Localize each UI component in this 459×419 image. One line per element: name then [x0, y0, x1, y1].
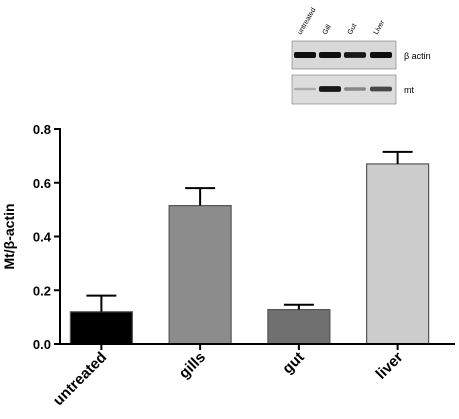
- x-tick-label-gills: gills: [176, 349, 209, 382]
- x-tick-label-liver: liver: [373, 349, 407, 383]
- x-tick-label-gut: gut: [279, 349, 308, 378]
- y-tick-label: 0.4: [33, 230, 52, 245]
- bar-liver: [366, 163, 430, 345]
- blot-band: [370, 86, 392, 92]
- western-blot-inset: untreated Gill Gut Liver β actin mt: [291, 7, 431, 105]
- y-tick-label: 0.8: [33, 122, 51, 137]
- blot-band: [294, 87, 316, 91]
- blot-band: [344, 52, 366, 58]
- blot-lane-labels: untreated Gill Gut Liver: [297, 7, 387, 36]
- bars: [69, 163, 430, 345]
- bar-gills: [168, 204, 232, 345]
- blot-band: [319, 52, 341, 58]
- blot-band: [294, 52, 316, 58]
- blot-lane-label: Gill: [322, 23, 333, 36]
- blot-lane-label: untreated: [297, 7, 318, 36]
- blot-lane-label: Liver: [373, 19, 387, 36]
- y-axis-label: Mt/β-actin: [1, 203, 17, 269]
- y-tick-label: 0.6: [33, 176, 51, 191]
- blot-row-label-beta-actin: β actin: [404, 51, 431, 61]
- y-axis-ticks: 0.0 0.2 0.4 0.6 0.8: [33, 122, 60, 352]
- x-axis-ticks: untreated gills gut liver: [50, 344, 407, 409]
- y-tick-label: 0.0: [33, 337, 51, 352]
- blot-bands: [294, 52, 392, 92]
- y-tick-label: 0.2: [33, 283, 51, 298]
- blot-band: [370, 52, 392, 58]
- blot-band: [319, 86, 341, 92]
- x-tick-label-untreated: untreated: [50, 349, 110, 409]
- bar-untreated: [69, 311, 133, 345]
- error-bars: [86, 150, 413, 312]
- bar-chart: Mt/β-actin 0.0 0.2 0.4 0.6 0.8 untreated gill…: [1, 122, 455, 409]
- blot-band: [344, 87, 366, 91]
- blot-lane-label: Gut: [347, 23, 359, 36]
- bar-gut: [267, 309, 331, 345]
- blot-row-label-mt: mt: [404, 85, 414, 95]
